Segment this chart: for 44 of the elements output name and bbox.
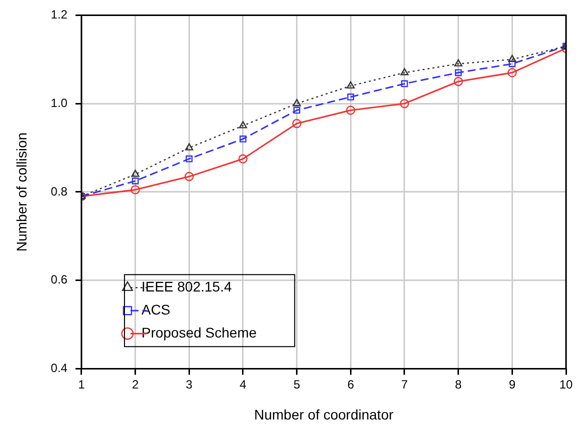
x-tick-label: 5 — [293, 377, 300, 392]
point — [401, 80, 408, 88]
y-tick-label: 1.0 — [50, 96, 68, 110]
y-tick-label: 1.2 — [50, 8, 68, 22]
x-tick-label: 2 — [132, 377, 139, 392]
point — [238, 154, 248, 164]
point — [400, 99, 410, 108]
point — [185, 143, 194, 150]
x-tick-label: 10 — [559, 377, 573, 392]
point — [292, 99, 301, 106]
point — [238, 121, 248, 128]
legend-label: Proposed Scheme — [141, 324, 257, 340]
y-tick-label: 0.4 — [50, 361, 68, 376]
point — [292, 118, 302, 128]
point — [508, 54, 516, 62]
y-tick-label: 0.6 — [50, 272, 68, 287]
point — [131, 170, 140, 177]
legend-label: IEEE 802.15.4 — [141, 278, 232, 294]
x-tick-label: 4 — [240, 377, 247, 392]
x-axis-title: Number of coordinator — [254, 406, 394, 422]
point — [132, 178, 139, 184]
point — [346, 106, 356, 115]
y-axis-title: Number of collision — [13, 132, 30, 252]
point — [346, 81, 355, 89]
point — [508, 60, 516, 68]
point — [347, 94, 354, 100]
x-tick-label: 7 — [401, 377, 408, 392]
point — [454, 69, 462, 76]
x-tick-label: 3 — [186, 377, 193, 392]
legend-label: ACS — [141, 301, 170, 318]
point — [186, 155, 193, 162]
point — [240, 136, 246, 142]
point — [454, 59, 462, 66]
y-tick-label: 0.8 — [50, 184, 68, 198]
point — [130, 185, 140, 194]
x-tick-label: 6 — [347, 377, 354, 392]
x-tick-label: 9 — [508, 377, 516, 392]
x-tick-label: 1 — [78, 377, 86, 392]
point — [454, 76, 463, 86]
point — [184, 172, 194, 182]
x-tick-label: 8 — [454, 377, 462, 392]
point — [508, 68, 517, 78]
point — [400, 68, 409, 76]
point — [293, 106, 300, 114]
